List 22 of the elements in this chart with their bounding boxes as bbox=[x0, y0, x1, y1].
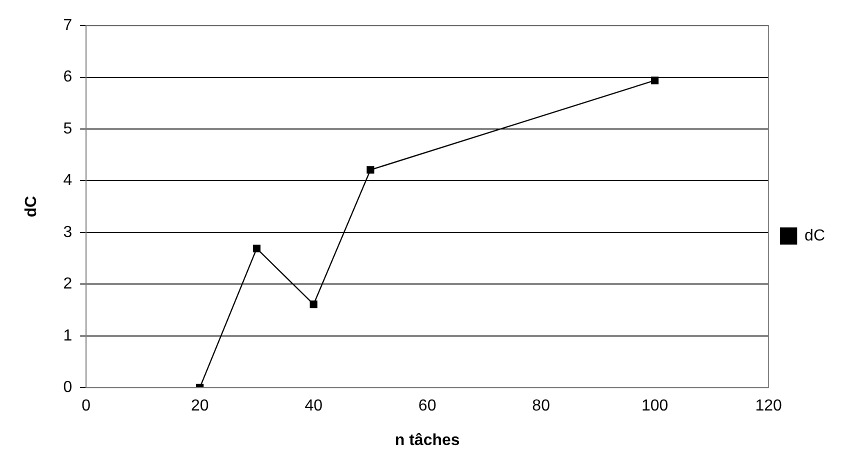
y-tick-label: 3 bbox=[63, 224, 72, 241]
x-tick-label: 0 bbox=[82, 398, 91, 415]
y-tick-label: 2 bbox=[63, 276, 72, 293]
y-tick-label: 5 bbox=[63, 120, 72, 138]
x-axis-title: n tâches bbox=[394, 432, 460, 449]
y-tick-label: 0 bbox=[63, 379, 72, 396]
point bbox=[310, 300, 318, 308]
x-tick-label: 120 bbox=[755, 398, 782, 415]
point bbox=[366, 166, 374, 174]
y-tick-label: 6 bbox=[63, 68, 72, 86]
point bbox=[252, 244, 260, 252]
x-tick-label: 40 bbox=[304, 398, 323, 415]
point bbox=[651, 76, 659, 84]
y-tick-label: 1 bbox=[63, 327, 72, 344]
x-tick-label: 60 bbox=[418, 398, 436, 415]
y-tick-label: 7 bbox=[63, 17, 72, 34]
x-tick-label: 100 bbox=[641, 398, 668, 415]
y-axis-title: dC bbox=[23, 195, 40, 218]
y-tick-label: 4 bbox=[63, 172, 72, 190]
legend-label: dC bbox=[804, 227, 825, 244]
x-tick-label: 20 bbox=[190, 398, 209, 415]
x-tick-label: 80 bbox=[532, 398, 550, 415]
